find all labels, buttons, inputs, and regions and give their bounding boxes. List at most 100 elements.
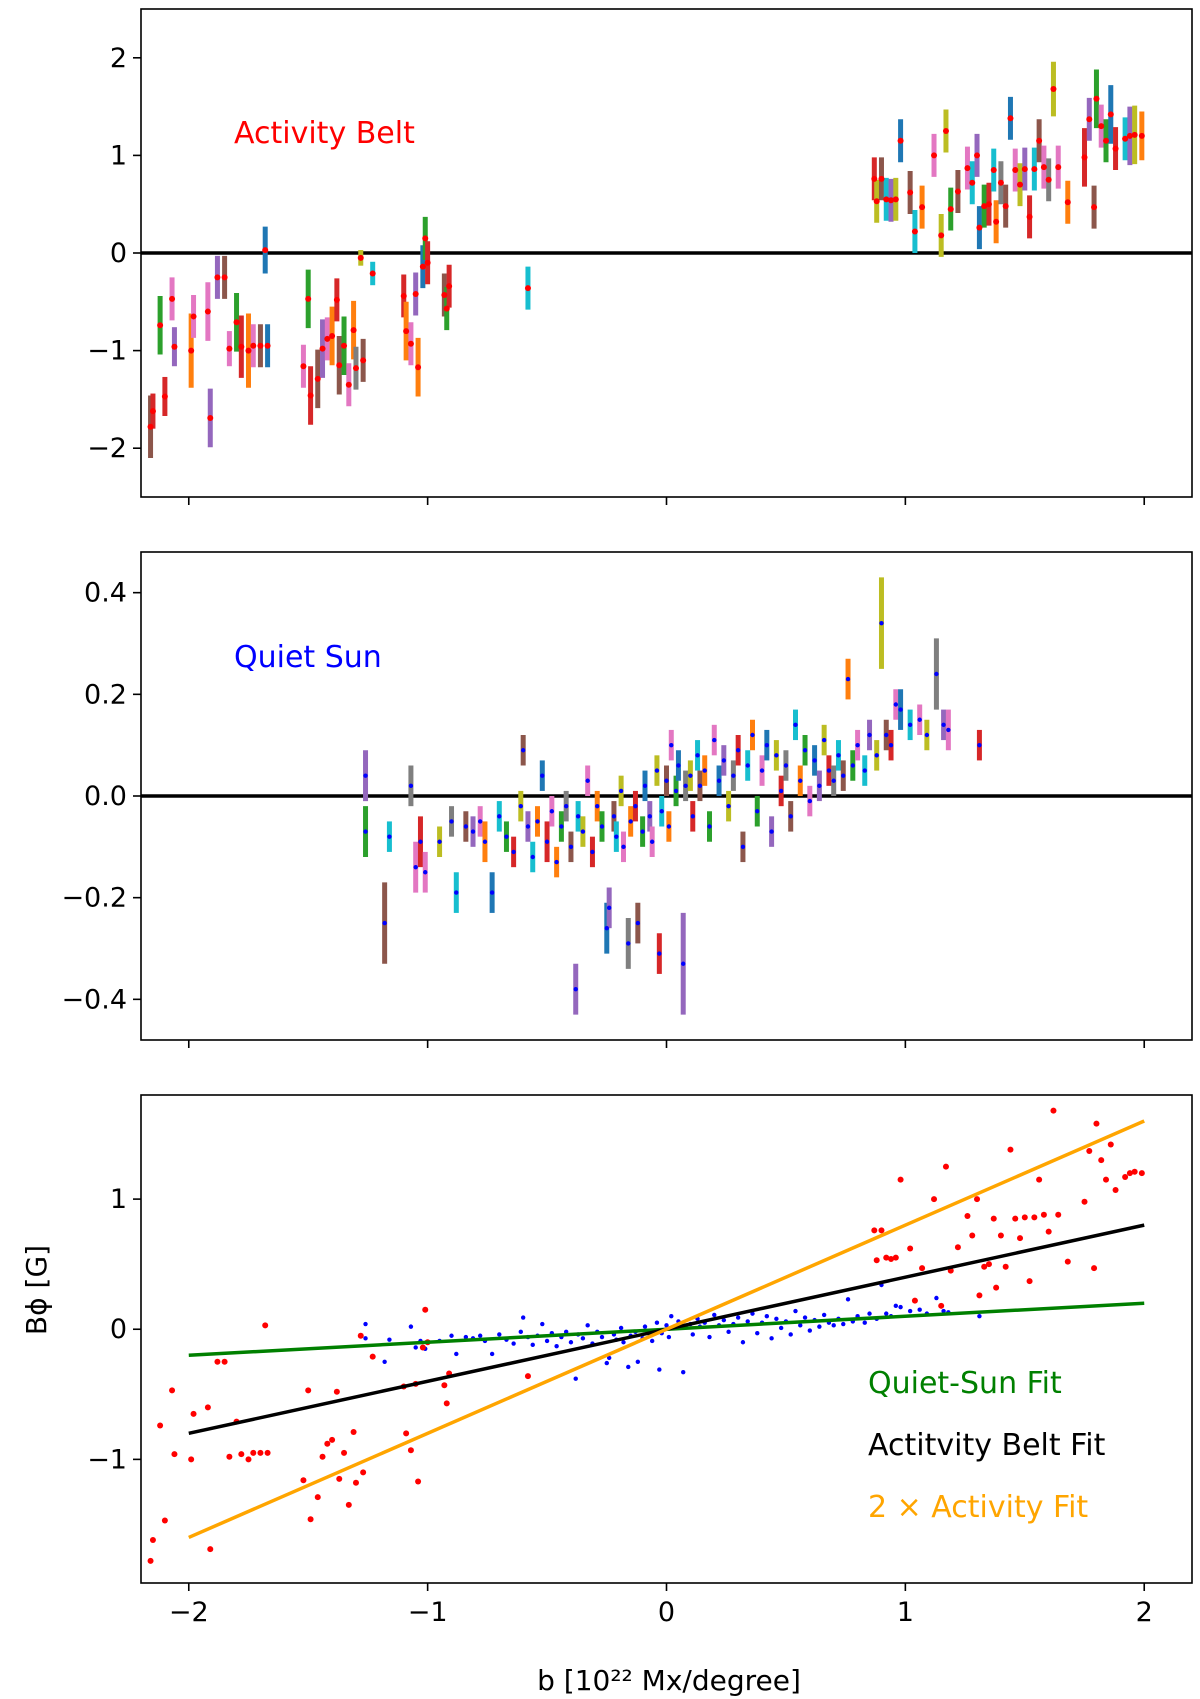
data-point [333,296,340,303]
activity-belt-point [415,1478,422,1485]
data-point [695,753,700,758]
activity-belt-point [878,1227,885,1234]
data-point [449,819,454,824]
data-point [477,819,483,824]
quiet-sun-point [707,1334,712,1340]
activity-belt-point [207,1546,214,1553]
data-point [897,137,904,144]
data-point [357,254,364,261]
data-point [535,819,540,824]
data-point [149,408,156,415]
quiet-sun-point [740,1340,746,1345]
data-point [898,707,903,712]
data-point [697,783,703,789]
data-point [319,345,326,352]
data-point [221,274,228,281]
data-point [841,773,846,778]
data-point [403,328,410,335]
quiet-sun-point [726,1329,731,1335]
activity-belt-point [1007,1146,1014,1153]
data-point [446,283,453,290]
activity-belt-point [969,1232,976,1239]
quiet-sun-point [618,1325,624,1331]
activity-belt-point [1081,1198,1088,1205]
data-point [1103,137,1110,144]
data-point [997,179,1004,186]
y-tick-label: −0.2 [61,883,127,914]
data-point [642,783,648,789]
activity-belt-point [1112,1186,1119,1193]
activity-belt-point [1012,1215,1019,1222]
quiet-sun-point [657,1367,662,1372]
activity-belt-point [974,1196,981,1203]
data-point [1122,135,1129,142]
quiet-sun-point [382,1359,387,1364]
data-point [924,732,930,738]
data-point [226,345,233,352]
quiet-sun-point [497,1332,502,1337]
data-point [938,232,945,239]
activity-belt-point [1098,1157,1105,1164]
data-point [676,763,681,768]
activity-belt-point [883,1254,890,1261]
quiet-sun-point [807,1328,813,1333]
data-point [793,722,798,728]
x-tick-label: 0 [658,1597,675,1628]
data-point [628,819,633,824]
activity-belt-point [352,1479,359,1486]
legend-quiet-sun-fit: Quiet-Sun Fit [868,1366,1062,1401]
data-point [990,167,997,174]
quiet-sun-point [941,1308,946,1314]
quiet-sun-point [642,1324,648,1329]
data-point [919,204,926,211]
data-point [604,925,609,931]
data-point [690,814,695,819]
data-point [664,778,669,783]
data-point [888,197,895,204]
data-point [419,263,426,270]
data-point [888,742,894,748]
quiet-sun-point [621,1340,626,1345]
quiet-sun-point [666,1334,672,1340]
data-point [917,717,922,722]
data-point [892,196,899,203]
activity-belt-point [341,1449,348,1456]
data-point [190,313,197,320]
activity-belt-point [1107,1141,1114,1148]
quiet-sun-point [408,1324,414,1329]
data-point [635,920,641,926]
legend-2x-activity-fit: 2 × Activity Fit [868,1490,1088,1525]
quiet-sun-point [449,1333,454,1338]
quiet-sun-point [585,1323,590,1328]
data-point [454,890,459,895]
double-activity-fit-line [188,1119,1145,1540]
quiet-sun-point [821,1312,827,1318]
data-point [470,829,476,834]
quiet-sun-point [544,1338,550,1344]
y-tick-label: −2 [87,433,127,464]
data-point [621,844,626,850]
quiet-sun-point [568,1340,574,1345]
data-point [871,175,878,182]
activity-belt-point [1040,1211,1047,1218]
activity-belt-point [257,1449,264,1456]
data-point [778,788,784,794]
quiet-sun-point [735,1315,741,1320]
quiet-sun-point [898,1304,903,1310]
data-point [802,748,808,753]
data-point [836,753,841,758]
data-point [161,393,168,400]
data-point [1040,164,1047,171]
data-point [300,363,307,370]
data-point [774,753,779,758]
data-point [504,834,509,839]
data-point [977,742,982,748]
activity-belt-point [873,1257,880,1264]
quiet-sun-point [635,1359,641,1364]
quiet-sun-point [778,1325,784,1331]
quiet-sun-point [530,1342,535,1348]
data-point [721,758,727,763]
activity-belt-point [954,1244,961,1251]
quiet-sun-point [788,1332,793,1337]
